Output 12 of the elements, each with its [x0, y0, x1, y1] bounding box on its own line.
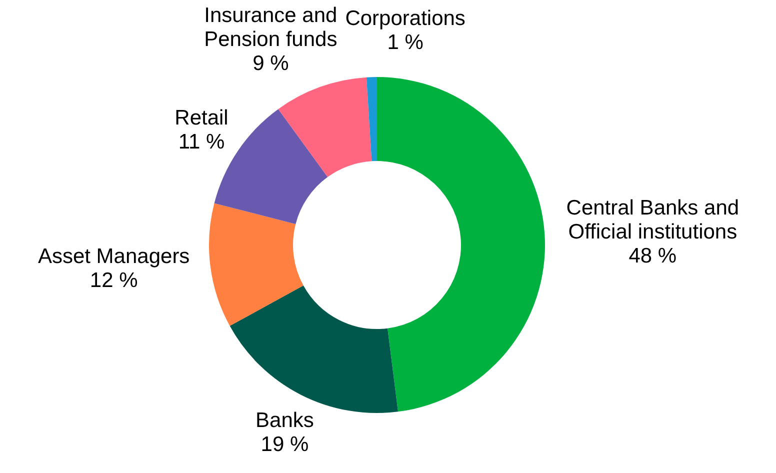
slice-label: Retail	[174, 106, 228, 130]
data-label: 11 %	[178, 130, 225, 154]
slice-label: Banks	[256, 409, 314, 432]
slice-label: Corporations	[345, 6, 466, 30]
slice-label: Insurance and Pension funds	[204, 4, 338, 51]
data-label: 19 %	[260, 433, 309, 456]
data-label: 12 %	[90, 268, 138, 292]
data-label: 48 %	[628, 244, 677, 268]
data-label: 1 %	[387, 30, 424, 54]
data-label: 9 %	[252, 52, 289, 75]
slice-label: Asset Managers	[38, 244, 190, 268]
slice-label: Central Banks and Official institutions	[566, 196, 740, 244]
